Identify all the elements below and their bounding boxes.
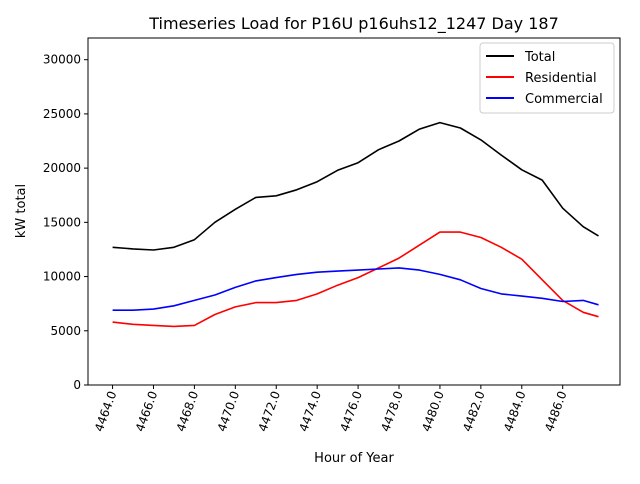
x-tick-label: 4472.0 <box>256 389 284 433</box>
legend: Total Residential Commercial <box>479 42 615 114</box>
legend-label-residential: Residential <box>525 71 597 86</box>
y-axis-label: kW total <box>14 184 29 238</box>
chart-title: Timeseries Load for P16U p16uhs12_1247 D… <box>148 14 559 34</box>
x-tick-label: 4480.0 <box>419 389 447 433</box>
series-line-commercial <box>112 267 599 312</box>
x-tick-label: 4486.0 <box>542 389 570 433</box>
x-tick-label: 4474.0 <box>296 389 324 433</box>
y-tick-label: 30000 <box>43 53 81 67</box>
series-line-residential <box>112 231 599 328</box>
legend-box <box>479 42 615 114</box>
y-tick-label: 25000 <box>43 107 81 121</box>
axes-frame <box>87 37 621 386</box>
y-axis: 0 5000 10000 15000 20000 25000 30000 <box>43 53 88 392</box>
x-axis-label: Hour of Year <box>314 451 394 466</box>
x-tick-label: 4478.0 <box>378 389 406 433</box>
x-tick-label: 4476.0 <box>337 389 365 433</box>
x-tick-label: 4468.0 <box>174 389 202 433</box>
legend-label-commercial: Commercial <box>525 92 603 107</box>
x-tick-label: 4482.0 <box>460 389 488 433</box>
x-tick-label: 4466.0 <box>133 389 161 433</box>
series-line-total <box>112 121 599 251</box>
y-tick-label: 5000 <box>50 324 81 338</box>
legend-label-total: Total <box>524 50 555 65</box>
x-tick-label: 4464.0 <box>92 389 120 433</box>
x-tick-label: 4470.0 <box>215 389 243 433</box>
y-tick-label: 0 <box>73 378 81 392</box>
x-tick-label: 4484.0 <box>501 389 529 433</box>
y-tick-label: 15000 <box>43 215 81 229</box>
y-tick-label: 20000 <box>43 161 81 175</box>
y-tick-label: 10000 <box>43 270 81 284</box>
x-axis: 4464.0 4466.0 4468.0 4470.0 4472.0 4474.0 4476… <box>92 385 570 433</box>
plot-area <box>112 121 599 328</box>
